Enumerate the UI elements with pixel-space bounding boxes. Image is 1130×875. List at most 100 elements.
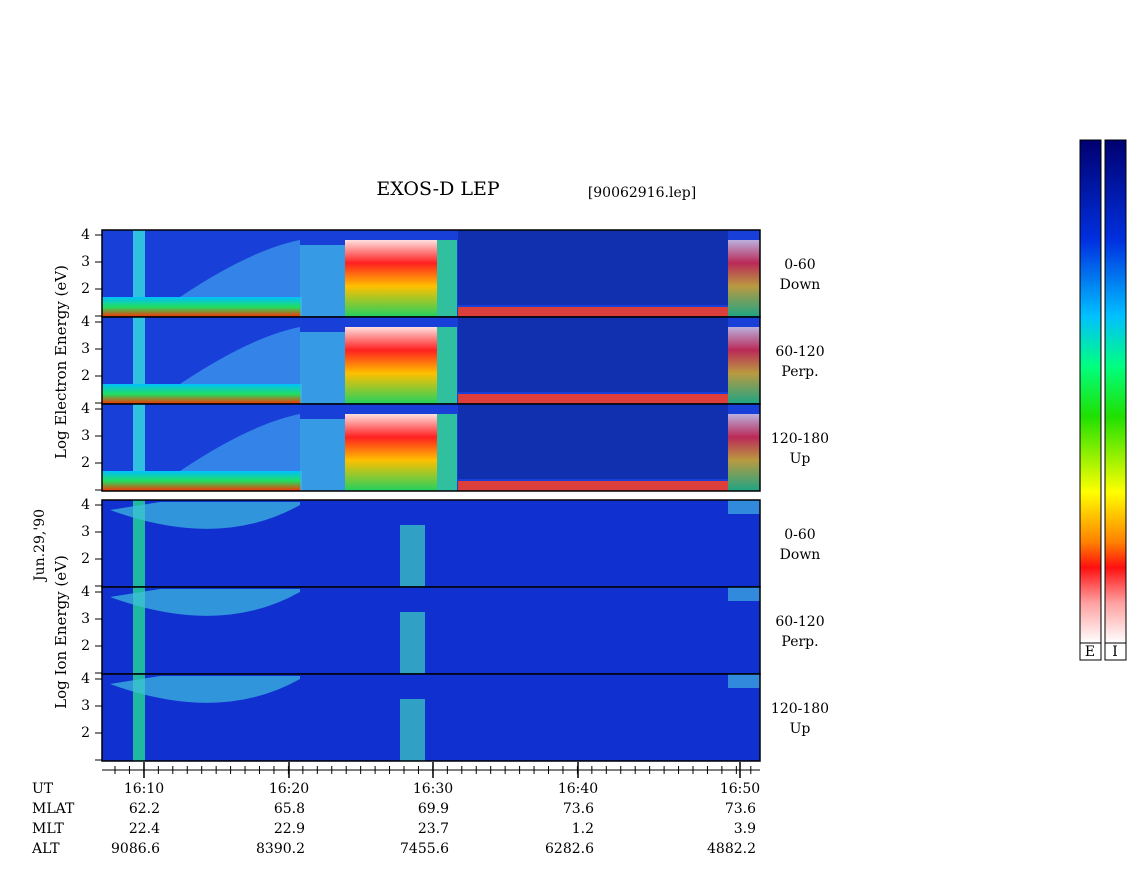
title: EXOS-D LEP: [376, 178, 500, 200]
spectrogram-feature: [110, 502, 300, 529]
panel-label: Perp.: [781, 364, 818, 380]
table-cell: 16:10: [124, 781, 164, 797]
panel-label: Down: [780, 277, 821, 293]
table-cell: 65.8: [274, 801, 305, 817]
spectrogram-feature: [728, 500, 760, 514]
panel-label: Perp.: [781, 634, 818, 650]
spectrogram-feature: [728, 414, 760, 491]
y-tick-label: 4: [81, 584, 90, 600]
spectrogram-feature: [345, 414, 437, 491]
spectrogram-feature: [437, 240, 457, 317]
spectrogram-feature: [458, 404, 728, 479]
spectrogram-feature: [300, 245, 345, 317]
panel-label: Down: [780, 547, 821, 563]
panel-label: Up: [790, 451, 811, 467]
spectrogram-feature: [458, 317, 728, 392]
table-cell: 16:50: [720, 781, 760, 797]
table-cell: 23.7: [418, 821, 449, 837]
spectrogram-feature: [458, 394, 728, 404]
table-cell: 3.9: [734, 821, 756, 837]
spectrogram-feature: [728, 240, 760, 317]
date: Jun.29,'90: [32, 509, 48, 583]
row-header: UT: [32, 781, 54, 797]
spectrogram-feature: [133, 317, 145, 404]
y-tick-label: 4: [81, 497, 90, 513]
y-tick-label: 2: [81, 551, 90, 567]
spectrogram-feature: [180, 240, 300, 297]
table-cell: 16:30: [413, 781, 453, 797]
y-tick-label: 3: [81, 698, 90, 714]
y-tick-label: 2: [81, 638, 90, 654]
spectrogram-feature: [300, 419, 345, 491]
y-tick-label: 4: [81, 401, 90, 417]
table-cell: 16:40: [558, 781, 598, 797]
y-tick-label: 3: [81, 254, 90, 270]
y-tick-label: 3: [81, 524, 90, 540]
spectrogram-feature: [400, 612, 425, 674]
spectrogram-feature: [458, 481, 728, 491]
table-cell: 4882.2: [707, 841, 756, 857]
row-header: MLT: [32, 821, 64, 837]
panel-label: 0-60: [784, 257, 815, 273]
table-cell: 62.2: [129, 801, 160, 817]
spectrogram-feature: [133, 404, 145, 491]
panel-frame: [101, 673, 761, 762]
y-tick-label: 3: [81, 611, 90, 627]
colorbar-label-box: [1079, 642, 1102, 661]
table-cell: 6282.6: [545, 841, 594, 857]
table-cell: 16:20: [269, 781, 309, 797]
file-name: [90062916.lep]: [588, 185, 696, 201]
panel-label: 60-120: [775, 344, 824, 360]
table-cell: 22.4: [129, 821, 160, 837]
panel-label: Up: [790, 721, 811, 737]
spectrogram-feature: [437, 327, 457, 404]
spectrogram-feature: [345, 240, 437, 317]
colorbar-label: E: [1085, 644, 1095, 660]
table-cell: 7455.6: [400, 841, 449, 857]
panel-label: 60-120: [775, 614, 824, 630]
spectrogram-feature: [133, 500, 145, 587]
table-cell: 1.2: [572, 821, 594, 837]
colorbar-label: I: [1112, 644, 1118, 660]
panel-label: 120-180: [771, 431, 829, 447]
y-tick-label: 4: [81, 314, 90, 330]
spectrogram-feature: [102, 384, 302, 404]
y-tick-label: 3: [81, 341, 90, 357]
table-cell: 9086.6: [111, 841, 160, 857]
spectrogram-feature: [437, 414, 457, 491]
spectrogram-feature: [102, 297, 302, 317]
spectrogram-feature: [133, 230, 145, 317]
y-tick-label: 2: [81, 725, 90, 741]
spectrogram-feature: [110, 676, 300, 703]
spectrogram-feature: [400, 525, 425, 587]
spectrogram-feature: [345, 327, 437, 404]
colorbar-label-box: [1104, 642, 1127, 661]
ion-axis-label: Log Ion Energy (eV): [52, 555, 70, 709]
y-tick-label: 4: [81, 227, 90, 243]
electron-axis-label: Log Electron Energy (eV): [52, 265, 70, 459]
y-tick-label: 3: [81, 428, 90, 444]
table-cell: 73.6: [725, 801, 756, 817]
spectrogram-feature: [110, 589, 300, 616]
table-cell: 22.9: [274, 821, 305, 837]
spectrogram-feature: [728, 327, 760, 404]
spectrogram-feature: [728, 674, 760, 688]
table-cell: 73.6: [563, 801, 594, 817]
spectrogram-feature: [102, 471, 302, 491]
row-header: ALT: [31, 841, 60, 857]
spectrogram-feature: [458, 230, 728, 305]
spectrogram-feature: [400, 699, 425, 761]
spectrogram-feature: [300, 332, 345, 404]
y-tick-label: 2: [81, 368, 90, 384]
y-tick-label: 4: [81, 671, 90, 687]
spectrogram-feature: [180, 414, 300, 471]
panel-label: 120-180: [771, 701, 829, 717]
panel-frame: [101, 403, 761, 492]
row-header: MLAT: [32, 801, 75, 817]
table-cell: 8390.2: [256, 841, 305, 857]
y-tick-label: 2: [81, 455, 90, 471]
y-tick-label: 2: [81, 281, 90, 297]
colorbar-i: [1104, 139, 1127, 644]
